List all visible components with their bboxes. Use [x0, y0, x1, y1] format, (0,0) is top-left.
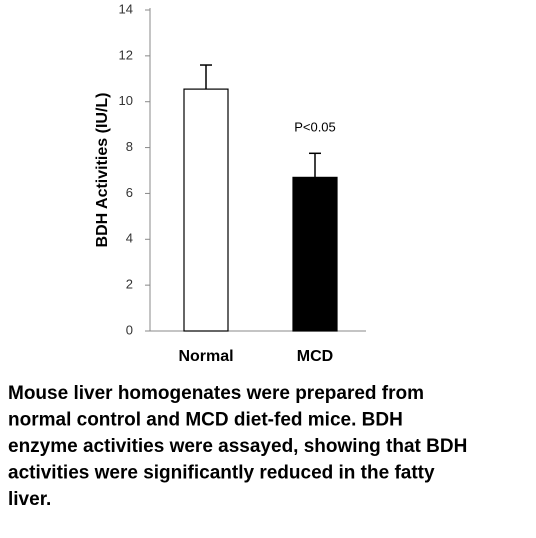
- y-tick-label: 4: [126, 231, 133, 246]
- y-tick-label: 6: [126, 185, 133, 200]
- y-tick-label: 8: [126, 139, 133, 154]
- bar: [183, 88, 229, 332]
- y-tick-label: 10: [119, 93, 133, 108]
- y-tick-label: 0: [126, 322, 133, 337]
- caption-line: activities were significantly reduced in…: [8, 463, 435, 484]
- y-tick-label: 12: [119, 47, 133, 62]
- bar: [292, 176, 338, 332]
- y-axis-label: BDH Activities (IU/L): [94, 93, 111, 248]
- caption-line: liver.: [8, 489, 51, 510]
- x-tick-label: Normal: [178, 348, 233, 365]
- caption-line: normal control and MCD diet-fed mice. BD…: [8, 410, 403, 431]
- annotation: P<0.05: [294, 119, 336, 134]
- caption-line: Mouse liver homogenates were prepared fr…: [8, 383, 424, 404]
- y-tick-label: 2: [126, 277, 133, 292]
- x-tick-label: MCD: [297, 348, 333, 365]
- y-tick-label: 14: [119, 1, 133, 16]
- caption-line: enzyme activities were assayed, showing …: [8, 436, 467, 457]
